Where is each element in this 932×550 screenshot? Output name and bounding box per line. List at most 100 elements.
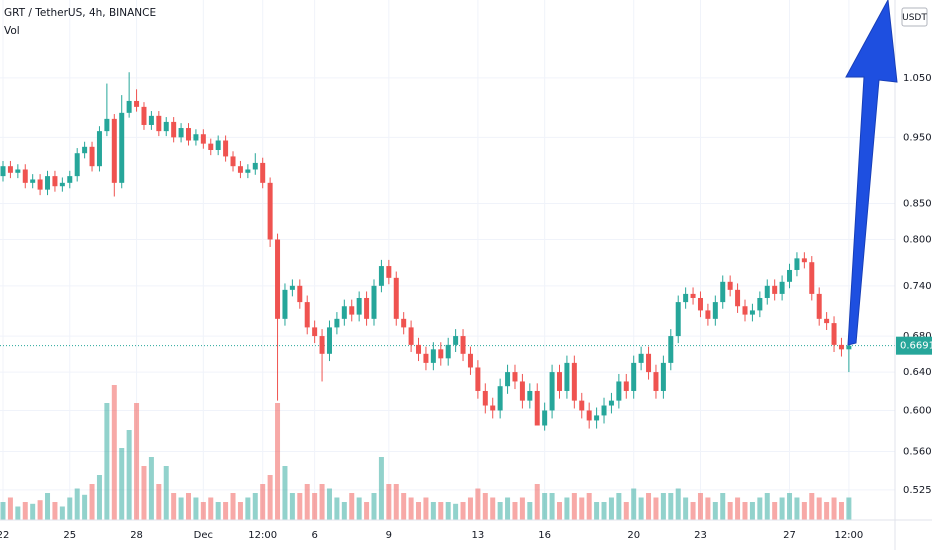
candle-body — [119, 112, 125, 183]
volume-bar — [230, 493, 236, 520]
candle-body — [252, 162, 258, 170]
candle-body — [742, 306, 748, 315]
volume-bar — [156, 484, 162, 520]
volume-bar — [653, 497, 659, 520]
volume-bar — [349, 493, 355, 520]
candle-body — [134, 100, 140, 107]
candle-body — [319, 336, 325, 354]
candle-body — [148, 115, 154, 125]
candle-body — [467, 353, 473, 368]
candle-body — [438, 349, 444, 359]
candle-body — [89, 146, 95, 167]
candles — [0, 72, 852, 431]
x-tick-label: 28 — [130, 530, 143, 541]
candle-body — [594, 415, 600, 421]
x-tick-label: 25 — [63, 530, 76, 541]
candle-body — [312, 327, 318, 337]
volume-bar — [319, 484, 325, 520]
volume-bar — [7, 497, 13, 520]
volume-bar — [505, 497, 511, 520]
volume-bar — [275, 403, 281, 520]
candle-body — [45, 176, 51, 190]
candle-body — [490, 405, 496, 411]
volume-bar — [846, 497, 852, 520]
volume-bar — [208, 497, 214, 520]
currency-box[interactable] — [901, 7, 928, 27]
volume-bar — [0, 502, 6, 520]
candle-body — [482, 390, 488, 406]
volume-bar — [727, 502, 733, 520]
volume-bar — [393, 484, 399, 520]
volume-bar — [163, 466, 169, 520]
volume-bar — [237, 502, 243, 520]
candle-body — [519, 381, 525, 401]
last-price-box — [896, 336, 932, 355]
x-tick-label: Dec — [194, 530, 213, 541]
volume-bar — [245, 497, 251, 520]
volume-bar — [82, 494, 88, 520]
volume-bar — [193, 497, 199, 520]
volume-bar — [683, 497, 689, 520]
candle-body — [846, 345, 852, 350]
candle-body — [779, 281, 785, 294]
volume-bar — [30, 503, 36, 520]
candle-body — [423, 353, 429, 363]
x-tick-label: 13 — [472, 530, 485, 541]
volume-bar — [430, 502, 436, 520]
volume-bar — [401, 493, 407, 520]
volume-bar — [371, 493, 377, 520]
candle-body — [616, 381, 622, 401]
candle-body — [59, 182, 65, 187]
volume-label: Vol — [4, 25, 20, 37]
currency-label[interactable]: USDT — [902, 13, 927, 23]
annotation-arrow — [845, 0, 898, 346]
candle-body — [126, 100, 132, 113]
volume-bar — [45, 493, 51, 520]
candle-body — [430, 349, 436, 363]
x-tick-label: 9 — [386, 530, 392, 541]
candle-body — [586, 410, 592, 421]
candle-body — [104, 118, 110, 132]
candle-body — [356, 297, 362, 315]
x-tick-label: 20 — [627, 530, 640, 541]
volume-bar — [215, 502, 221, 520]
candle-body — [200, 134, 206, 144]
volume-bar — [787, 493, 793, 520]
volume-bar — [52, 502, 58, 520]
volume-bar — [37, 500, 43, 520]
volume-bar — [252, 493, 258, 520]
candle-body — [749, 310, 755, 315]
volume-bar — [801, 502, 807, 520]
volume-bar — [697, 493, 703, 520]
volume-bar — [67, 497, 73, 520]
candle-body — [163, 121, 169, 132]
x-tick-label: 23 — [694, 530, 707, 541]
candle-body — [260, 162, 266, 183]
volume-bar — [705, 497, 711, 520]
candle-body — [801, 258, 807, 263]
volume-bar — [772, 502, 778, 520]
candle-body — [7, 166, 13, 173]
candle-body — [527, 390, 533, 401]
candle-body — [52, 176, 58, 187]
candle-body — [326, 327, 332, 354]
volume-bar — [104, 403, 110, 520]
volume-bar — [148, 457, 154, 520]
candle-body — [735, 289, 741, 307]
candle-body — [512, 372, 518, 382]
volume-bar — [141, 466, 147, 520]
volume-bar — [623, 502, 629, 520]
volume-bar — [126, 430, 132, 520]
candle-body — [712, 302, 718, 319]
candle-body — [623, 381, 629, 391]
candle-body — [349, 306, 355, 315]
candle-body — [408, 327, 414, 345]
volume-bar — [171, 493, 177, 520]
volume-bar — [267, 475, 273, 520]
candle-body — [690, 293, 696, 298]
